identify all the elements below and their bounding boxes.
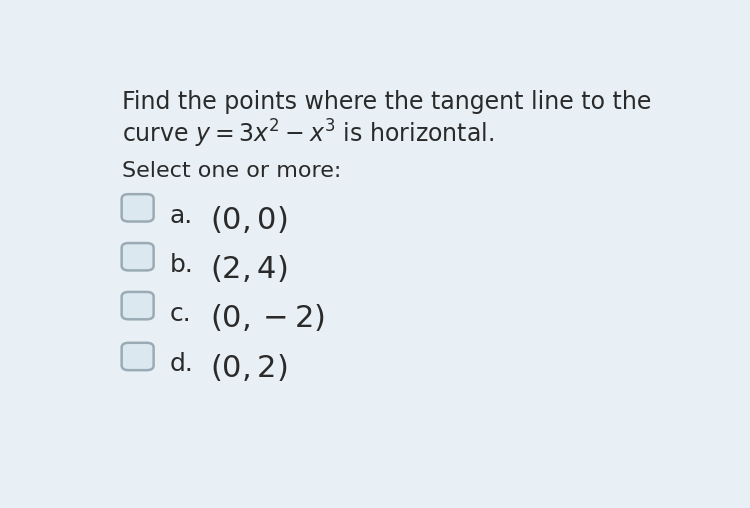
FancyBboxPatch shape — [122, 194, 154, 221]
Text: Find the points where the tangent line to the: Find the points where the tangent line t… — [122, 90, 651, 114]
FancyBboxPatch shape — [122, 243, 154, 270]
Text: d.: d. — [170, 353, 194, 376]
Text: curve $y = 3x^2 - x^3$ is horizontal.: curve $y = 3x^2 - x^3$ is horizontal. — [122, 118, 494, 150]
FancyBboxPatch shape — [122, 343, 154, 370]
Text: Select one or more:: Select one or more: — [122, 161, 341, 181]
FancyBboxPatch shape — [122, 292, 154, 320]
Text: $(2, 4)$: $(2, 4)$ — [210, 252, 287, 283]
Text: a.: a. — [170, 204, 193, 228]
Text: $(0, 2)$: $(0, 2)$ — [210, 353, 287, 384]
Text: $(0, 0)$: $(0, 0)$ — [210, 204, 287, 235]
Text: c.: c. — [170, 302, 191, 326]
Text: b.: b. — [170, 252, 194, 277]
Text: $(0, -2)$: $(0, -2)$ — [210, 302, 325, 333]
